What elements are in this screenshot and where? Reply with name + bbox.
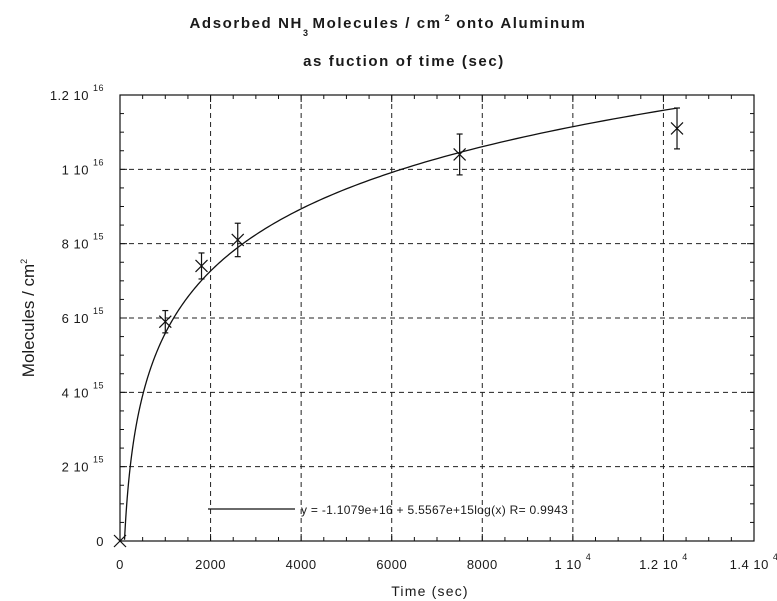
- fit-curve-group: [123, 107, 678, 540]
- x-tick-mantissa: 1.4 10: [730, 557, 769, 572]
- x-axis-label: Time (sec): [391, 583, 469, 599]
- x-tick-label: 0: [116, 557, 124, 572]
- y-tick-exponent: 16: [93, 83, 104, 93]
- x-tick-mantissa: 1 10: [554, 557, 581, 572]
- x-tick-label: 1 10 4: [554, 552, 591, 572]
- ylabel-main: Molecules / cm: [19, 264, 38, 377]
- data-point: [195, 252, 208, 280]
- data-points: [113, 107, 684, 548]
- x-tick-mantissa: 8000: [467, 557, 498, 572]
- x-tick-mantissa: 6000: [376, 557, 407, 572]
- y-axis-label: Molecules / cm2: [19, 259, 38, 377]
- data-point: [158, 309, 172, 334]
- y-tick-label: 1 10 16: [62, 157, 104, 177]
- legend-equation: y = -1.1079e+16 + 5.5567e+15log(x) R= 0.…: [301, 503, 568, 517]
- y-tick-label: 8 10 15: [62, 232, 104, 252]
- y-tick-exponent: 15: [93, 232, 104, 242]
- x-tick-mantissa: 1.2 10: [639, 557, 678, 572]
- ylabel-superscript: 2: [19, 259, 29, 264]
- grid-lines: [120, 95, 754, 541]
- data-point: [231, 222, 245, 258]
- y-tick-labels: 0 2 10 15 4 10 15 6 10 15 8 10 15 1 10 16 1.2 10 16: [50, 83, 104, 549]
- y-tick-mantissa: 0: [96, 534, 104, 549]
- y-tick-label: 2 10 15: [62, 455, 104, 475]
- y-tick-label: 4 10 15: [62, 380, 104, 400]
- title-part-1: Adsorbed NH: [190, 15, 303, 32]
- x-tick-mantissa: 4000: [286, 557, 317, 572]
- y-tick-mantissa: 2 10: [62, 460, 89, 475]
- y-tick-mantissa: 6 10: [62, 311, 89, 326]
- y-tick-exponent: 15: [93, 380, 104, 390]
- x-marker-stroke: [195, 259, 208, 273]
- x-tick-exponent: 4: [586, 552, 592, 562]
- x-tick-mantissa: 2000: [195, 557, 226, 572]
- y-tick-mantissa: 1.2 10: [50, 88, 89, 103]
- x-tick-labels: 0 2000 4000 6000 8000 1 10 4 1.2 10 4 1.4 10 4: [116, 552, 777, 572]
- title-part-3: onto Aluminum: [456, 15, 586, 32]
- y-tick-mantissa: 8 10: [62, 237, 89, 252]
- y-tick-label: 0: [96, 534, 104, 549]
- y-tick-exponent: 15: [93, 306, 104, 316]
- legend: y = -1.1079e+16 + 5.5567e+15log(x) R= 0.…: [208, 503, 568, 517]
- x-tick-label: 1.2 10 4: [639, 552, 688, 572]
- x-tick-label: 6000: [376, 557, 407, 572]
- data-point: [453, 133, 467, 176]
- x-tick-label: 1.4 10 4: [730, 552, 777, 572]
- axis-ticks: [119, 94, 755, 542]
- chart-title-line1: Adsorbed NH3Molecules / cm 2 onto Aluminum: [190, 13, 587, 38]
- x-tick-label: 2000: [195, 557, 226, 572]
- data-point: [113, 534, 127, 548]
- x-marker-stroke: [231, 233, 245, 247]
- x-tick-exponent: 4: [773, 552, 777, 562]
- y-tick-mantissa: 1 10: [62, 162, 89, 177]
- fit-curve: [123, 107, 678, 540]
- y-tick-exponent: 15: [93, 455, 104, 465]
- x-tick-label: 8000: [467, 557, 498, 572]
- chart-title-line2: as fuction of time (sec): [303, 53, 505, 70]
- title-subscript: 3: [303, 28, 310, 38]
- y-tick-label: 1.2 10 16: [50, 83, 104, 103]
- x-tick-mantissa: 0: [116, 557, 124, 572]
- x-tick-label: 4000: [286, 557, 317, 572]
- y-tick-exponent: 16: [93, 157, 104, 167]
- title-part-2: Molecules / cm: [313, 15, 442, 32]
- x-marker-stroke: [670, 122, 684, 135]
- title-superscript: 2: [445, 13, 452, 23]
- y-tick-label: 6 10 15: [62, 306, 104, 326]
- x-marker-stroke: [158, 315, 172, 329]
- x-marker-stroke: [113, 534, 127, 548]
- x-marker-stroke: [453, 148, 467, 161]
- data-point: [670, 107, 684, 150]
- y-tick-mantissa: 4 10: [62, 385, 89, 400]
- x-tick-exponent: 4: [682, 552, 688, 562]
